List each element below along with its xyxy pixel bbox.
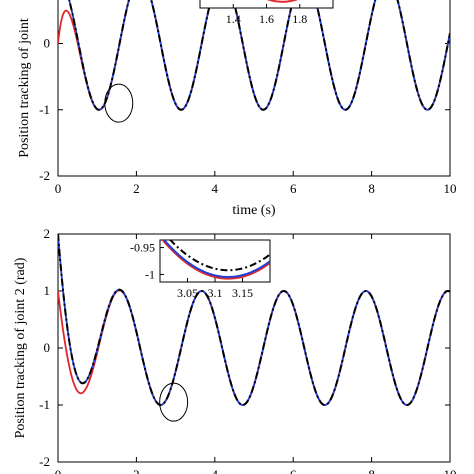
x-tick-label: 2 <box>133 181 140 196</box>
x-axis-label: time (s) <box>232 203 275 218</box>
inset-y-tick-label: -0.95 <box>130 241 155 255</box>
y-tick-label: -2 <box>39 168 50 183</box>
y-tick-label: -1 <box>39 102 50 117</box>
bottom-subplot: 0 2 4 6 8 10 -2 -1 0 1 2 3.05 3.1 3.15 -0.95 -1 Position… <box>13 226 457 474</box>
inset-series-line-2 <box>161 240 270 280</box>
inset-plot: 3.05 3.1 3.15 -0.95 -1 <box>130 239 271 300</box>
inset-plot: 1.4 1.6 1.8 <box>199 0 334 26</box>
inset-x-tick-label: 1.8 <box>292 12 307 26</box>
plot-frame <box>57 0 451 177</box>
x-tick-label: 2 <box>133 467 140 474</box>
y-tick-label: 0 <box>44 340 51 355</box>
series-line-0 <box>58 234 450 407</box>
series-group <box>58 0 450 111</box>
y-tick-label: 2 <box>44 226 51 241</box>
y-tick-label: 0 <box>44 36 51 51</box>
series-line-0 <box>68 0 450 111</box>
x-tick-label: 8 <box>368 467 375 474</box>
y-axis-label: Position tracking of joint 2 (rad) <box>13 257 28 438</box>
x-tick-label: 10 <box>444 467 457 474</box>
inset-x-tick-label: 3.1 <box>208 286 223 300</box>
inset-series-line-0 <box>168 240 270 272</box>
inset-x-tick-label: 1.4 <box>226 12 241 26</box>
inset-series-group <box>161 240 270 280</box>
inset-x-tick-label: 3.05 <box>177 286 198 300</box>
x-tick-label: 4 <box>212 181 219 196</box>
x-tick-label: 10 <box>444 181 457 196</box>
x-tick-label: 0 <box>55 181 62 196</box>
inset-series-line-1 <box>162 240 270 278</box>
x-tick-label: 8 <box>368 181 375 196</box>
y-tick-label: -1 <box>39 397 50 412</box>
inset-y-tick-label: -1 <box>145 267 155 281</box>
y-tick-label: -2 <box>39 454 50 469</box>
inset-x-tick-label: 3.15 <box>232 286 253 300</box>
zoom-ellipse <box>104 83 134 123</box>
y-tick-label: 1 <box>44 283 51 298</box>
x-tick-label: 6 <box>290 467 297 474</box>
x-tick-label: 6 <box>290 181 297 196</box>
inset-x-tick-label: 1.6 <box>259 12 274 26</box>
zoom-ellipse <box>159 382 189 422</box>
x-tick-label: 0 <box>55 467 62 474</box>
x-tick-label: 4 <box>212 467 219 474</box>
series-group <box>58 234 450 407</box>
y-axis-label: Position tracking of joint <box>17 18 32 158</box>
